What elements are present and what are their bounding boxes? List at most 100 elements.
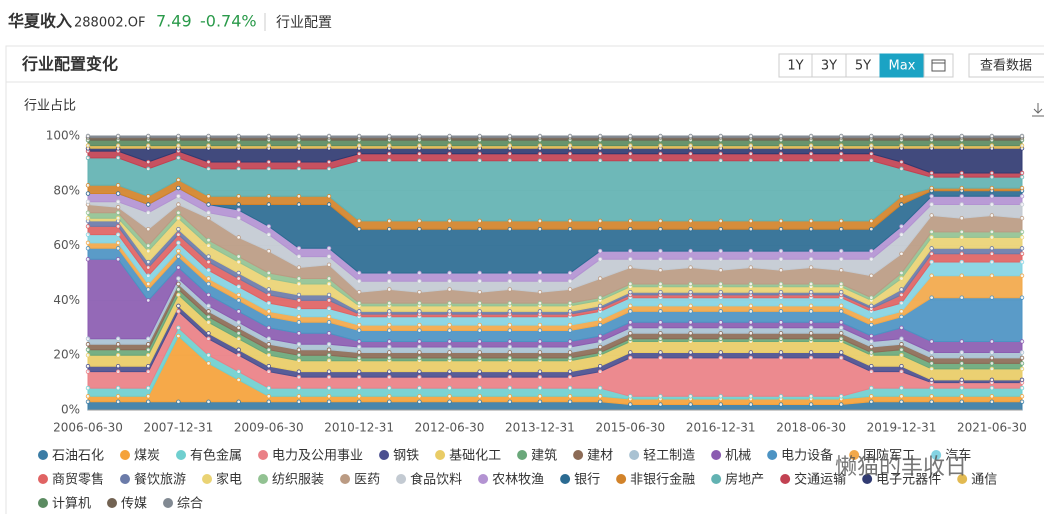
point xyxy=(899,232,904,237)
range-button-label: 5Y xyxy=(855,59,871,74)
point xyxy=(597,350,603,355)
point xyxy=(778,331,784,336)
point xyxy=(778,325,784,330)
point xyxy=(959,259,964,265)
point xyxy=(115,240,121,246)
point xyxy=(206,276,211,281)
point xyxy=(85,232,91,237)
point xyxy=(477,385,482,391)
point xyxy=(808,331,814,336)
point xyxy=(146,342,151,347)
view-data-button[interactable] xyxy=(968,53,1044,78)
x-tick-label: 2007-12-31 xyxy=(144,421,214,435)
point xyxy=(176,254,181,259)
point xyxy=(537,385,543,391)
point xyxy=(628,320,633,325)
legend-item: 国防军工 xyxy=(849,448,915,464)
point xyxy=(326,314,332,320)
point xyxy=(989,251,995,257)
point xyxy=(989,202,995,207)
legend-swatch xyxy=(379,450,390,460)
y-tick-label: 60% xyxy=(53,238,80,252)
legend-label: 电子元器件 xyxy=(876,473,941,488)
point xyxy=(688,350,693,355)
point xyxy=(658,309,663,314)
point xyxy=(356,300,362,306)
point xyxy=(507,133,513,139)
download-icon[interactable] xyxy=(1032,103,1044,117)
legend-item: 交通运输 xyxy=(780,472,846,488)
point xyxy=(718,355,723,361)
point xyxy=(176,194,181,199)
point xyxy=(507,355,513,361)
point xyxy=(146,385,151,391)
point xyxy=(266,166,271,172)
point xyxy=(808,265,814,270)
x-tick-label: 2012-06-30 xyxy=(415,421,485,435)
point xyxy=(567,344,573,350)
point xyxy=(597,385,603,391)
point xyxy=(658,394,663,399)
point xyxy=(447,158,452,163)
point xyxy=(869,317,874,322)
point xyxy=(477,133,482,139)
point xyxy=(206,143,211,148)
point xyxy=(899,270,904,276)
point xyxy=(417,355,422,361)
legend-item: 传媒 xyxy=(107,497,147,512)
point xyxy=(899,133,904,139)
point xyxy=(176,287,181,292)
point xyxy=(115,232,121,237)
point xyxy=(929,213,934,218)
point xyxy=(296,292,302,298)
point xyxy=(417,218,422,224)
point xyxy=(959,350,964,355)
point xyxy=(1019,229,1025,235)
point xyxy=(718,257,723,262)
point xyxy=(537,355,543,361)
point xyxy=(266,287,271,292)
x-tick-label: 2016-12-31 xyxy=(686,421,756,435)
point xyxy=(658,143,663,148)
point xyxy=(236,202,241,207)
point xyxy=(326,281,332,287)
point xyxy=(1019,215,1025,221)
point xyxy=(959,202,964,207)
point xyxy=(628,394,633,399)
legend-item: 钢铁 xyxy=(379,449,419,464)
point xyxy=(989,170,995,176)
point xyxy=(688,143,693,148)
point xyxy=(146,347,151,352)
point xyxy=(176,276,181,281)
point xyxy=(356,226,362,232)
point xyxy=(839,355,844,361)
point xyxy=(899,251,904,257)
calendar-button[interactable] xyxy=(923,53,954,78)
point xyxy=(447,350,452,355)
point xyxy=(537,289,543,295)
point xyxy=(326,202,332,207)
point xyxy=(839,331,844,336)
point xyxy=(688,226,693,232)
point xyxy=(236,259,241,265)
legend-item: 石油石化 xyxy=(38,449,104,464)
point xyxy=(688,257,693,262)
point xyxy=(869,257,874,262)
point xyxy=(266,336,271,341)
point xyxy=(417,226,422,232)
point xyxy=(417,300,422,306)
point xyxy=(477,355,482,361)
point xyxy=(296,143,302,148)
point xyxy=(567,369,573,374)
point xyxy=(356,158,362,163)
point xyxy=(1019,350,1025,355)
y-tick-label: 100% xyxy=(46,129,80,143)
point xyxy=(176,226,181,232)
point xyxy=(176,309,181,314)
point xyxy=(929,246,934,251)
point xyxy=(146,399,151,404)
point xyxy=(869,158,874,163)
point xyxy=(115,199,121,204)
point xyxy=(206,159,211,165)
point xyxy=(176,215,181,221)
